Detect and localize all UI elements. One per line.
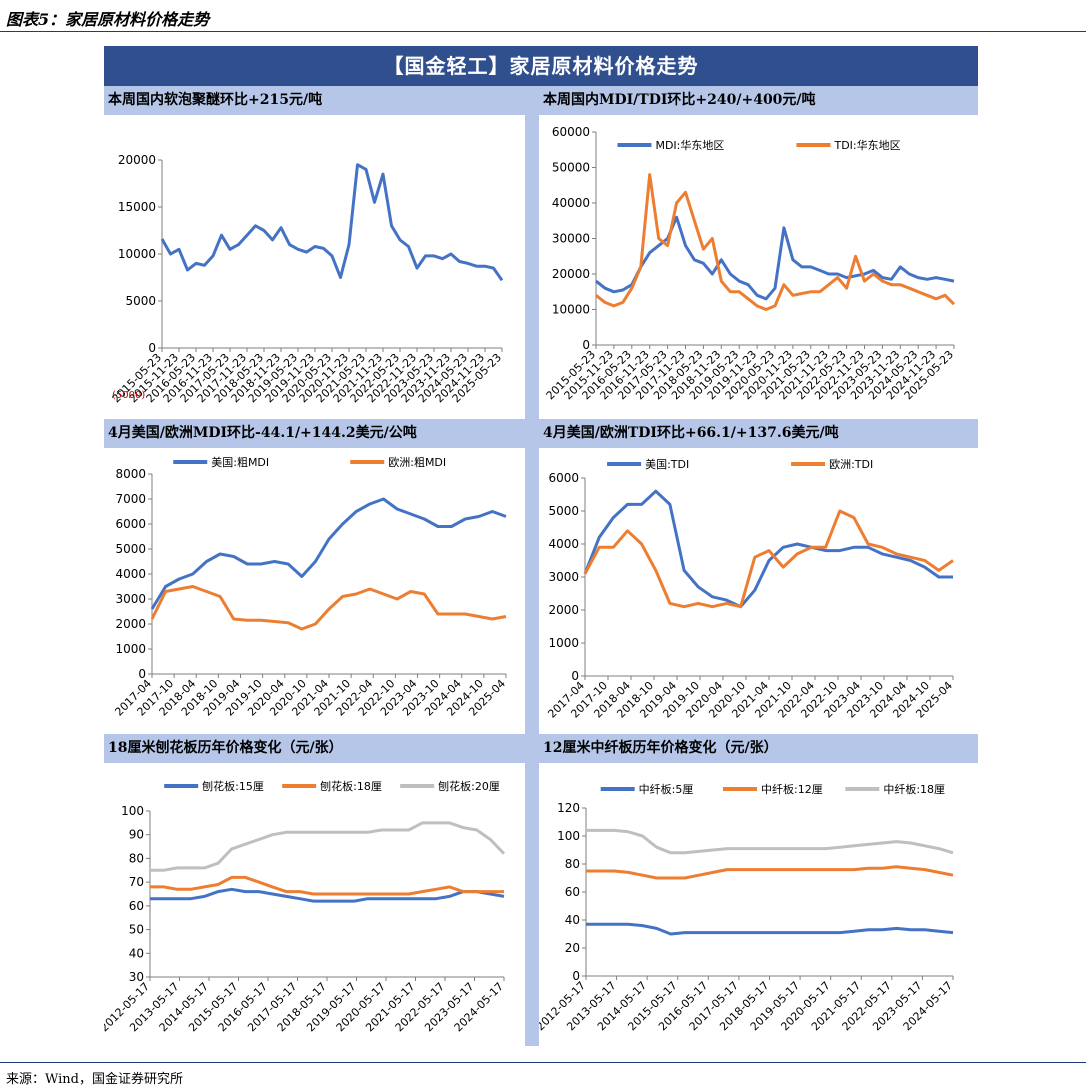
legend-label: 美国:粗MDI (211, 456, 269, 469)
series-line (150, 875, 504, 896)
series-line (150, 887, 505, 903)
y-tick-label: 6000 (548, 471, 579, 485)
chart-particleboard: 304050607080901002012-05-172013-05-17201… (104, 779, 506, 1034)
panel-header-particleboard: 18厘米刨花板历年价格变化（元/张） (104, 734, 525, 763)
chart-us-eu-tdi: 01000200030004000500060002017-042017-102… (545, 458, 955, 721)
y-tick-label: 60 (129, 899, 144, 913)
legend-label: 刨花板:15厘 (202, 779, 264, 793)
figure-title: 图表5：家居原材料价格走势 (6, 10, 210, 29)
legend-label: 美国:TDI (645, 458, 689, 471)
legend-label: 欧洲:TDI (829, 458, 873, 471)
y-tick-label: 0 (138, 667, 146, 681)
series-line (586, 865, 954, 880)
panel-header-polyether: 本周国内软泡聚醚环比+215元/吨 (104, 86, 525, 115)
y-tick-label: 5000 (125, 294, 156, 308)
legend-label: MDI:华东地区 (655, 138, 724, 152)
y-tick-label: 40 (565, 913, 580, 927)
y-tick-label: 80 (565, 857, 580, 871)
series-line (595, 173, 956, 311)
y-tick-label: 0 (582, 338, 590, 352)
series-line (150, 821, 506, 872)
legend-label: 刨花板:20厘 (438, 779, 500, 793)
panel-header-us-eu-tdi: 4月美国/欧洲TDI环比+66.1/+137.6美元/吨 (539, 419, 978, 448)
legend-label: TDI:华东地区 (833, 138, 900, 152)
y-tick-label: 10000 (118, 247, 156, 261)
y-tick-label: 0 (571, 669, 579, 683)
y-tick-label: 30000 (552, 232, 590, 246)
chart-mdf: 0204060801001202012-05-172013-05-172014-… (539, 782, 955, 1033)
y-tick-label: 1000 (548, 636, 579, 650)
series-line (586, 922, 954, 936)
y-tick-label: 10000 (552, 303, 590, 317)
y-tick-label: 2000 (548, 603, 579, 617)
axis-annotation: (5000) (112, 390, 145, 401)
y-tick-label: 3000 (115, 592, 146, 606)
source-note: 来源：Wind，国金证券研究所 (6, 1072, 183, 1087)
series-line (150, 497, 507, 610)
series-line (583, 489, 953, 609)
series-line (586, 828, 954, 855)
chart-mdi-tdi: 01000020000300004000050000600002015-05-2… (544, 125, 956, 402)
y-tick-label: 100 (121, 804, 144, 818)
bottom-rule (0, 1062, 1086, 1063)
y-tick-label: 15000 (118, 200, 156, 214)
y-tick-label: 20000 (552, 267, 590, 281)
series-line (150, 585, 507, 631)
panel-header-mdi-tdi: 本周国内MDI/TDI环比+240/+400元/吨 (539, 86, 978, 115)
y-tick-label: 20000 (118, 153, 156, 167)
vertical-divider (525, 86, 539, 1046)
panel-header-mdf: 12厘米中纤板历年价格变化（元/张） (539, 734, 978, 763)
y-tick-label: 30 (129, 970, 144, 984)
legend-label: 刨花板:18厘 (320, 779, 382, 793)
y-tick-label: 40000 (552, 196, 590, 210)
y-tick-label: 5000 (115, 542, 146, 556)
y-tick-label: 20 (565, 941, 580, 955)
legend-label: 中纤板:12厘 (761, 782, 823, 796)
y-tick-label: 0 (148, 341, 156, 355)
y-tick-label: 7000 (115, 492, 146, 506)
y-tick-label: 70 (129, 875, 144, 889)
series-line (160, 163, 504, 282)
panel-header-us-eu-mdi: 4月美国/欧洲MDI环比-44.1/+144.2美元/公吨 (104, 419, 525, 448)
y-tick-label: 40 (129, 946, 144, 960)
y-tick-label: 1000 (115, 642, 146, 656)
y-tick-label: 0 (572, 969, 580, 983)
y-tick-label: 5000 (548, 504, 579, 518)
legend-label: 中纤板:5厘 (639, 782, 694, 796)
chart-polyether: 050001000015000200002015-05-232015-11-23… (110, 153, 504, 405)
legend-label: 中纤板:18厘 (883, 782, 945, 796)
y-tick-label: 8000 (115, 467, 146, 481)
y-tick-label: 6000 (115, 517, 146, 531)
series-line (583, 509, 954, 609)
top-rule (0, 31, 1086, 32)
y-tick-label: 50 (129, 923, 144, 937)
y-tick-label: 90 (129, 828, 144, 842)
y-tick-label: 100 (557, 829, 580, 843)
banner-title: 【国金轻工】家居原材料价格走势 (104, 46, 978, 86)
y-tick-label: 4000 (548, 537, 579, 551)
y-tick-label: 2000 (115, 617, 146, 631)
chart-us-eu-mdi: 0100020003000400050006000700080002017-04… (112, 456, 508, 719)
y-tick-label: 120 (557, 801, 580, 815)
series-line (595, 215, 955, 301)
y-tick-label: 4000 (115, 567, 146, 581)
y-tick-label: 3000 (548, 570, 579, 584)
y-tick-label: 50000 (552, 161, 590, 175)
y-tick-label: 80 (129, 851, 144, 865)
y-tick-label: 60 (565, 885, 580, 899)
y-tick-label: 60000 (552, 125, 590, 139)
legend-label: 欧洲:粗MDI (388, 456, 446, 469)
